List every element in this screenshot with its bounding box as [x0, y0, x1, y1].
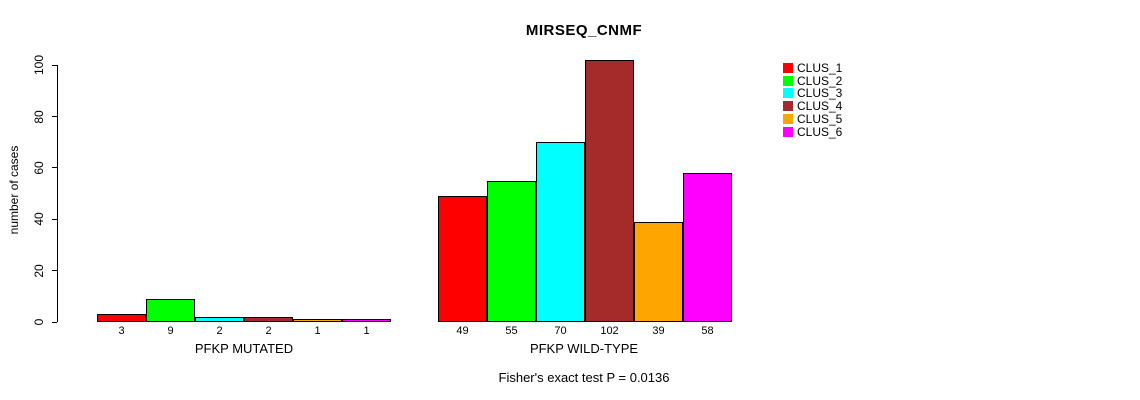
legend-swatch-clus_1 — [783, 63, 793, 73]
y-axis-label: number of cases — [7, 145, 21, 235]
y-axis-tick — [52, 116, 57, 118]
y-axis-line — [57, 65, 58, 322]
y-axis-tick-label: 20 — [32, 263, 46, 278]
bar-clus_3-pfkp-wild-type — [536, 142, 585, 322]
y-axis-tick-label: 40 — [32, 212, 46, 226]
y-axis-tick — [52, 64, 57, 66]
bar-clus_2-pfkp-mutated — [146, 299, 195, 322]
bar-clus_1-pfkp-mutated — [97, 314, 146, 322]
legend-label-clus_1: CLUS_1 — [797, 61, 843, 75]
bar-clus_5-pfkp-mutated — [293, 319, 342, 322]
bar-clus_3-pfkp-mutated — [195, 317, 244, 322]
bar-value-label: 55 — [505, 325, 518, 337]
legend-label-clus_6: CLUS_6 — [797, 124, 843, 139]
bar-clus_4-pfkp-mutated — [244, 317, 293, 322]
y-axis-tick-label: 60 — [32, 161, 46, 175]
bar-value-label: 2 — [216, 325, 223, 337]
bar-clus_5-pfkp-wild-type — [634, 222, 683, 322]
y-axis-tick-label: 0 — [32, 318, 46, 326]
legend-swatch-clus_4 — [783, 101, 793, 112]
bar-clus_2-pfkp-wild-type — [487, 181, 536, 322]
y-axis-tick — [52, 321, 57, 323]
legend-swatch-clus_5 — [783, 113, 793, 124]
legend-swatch-clus_3 — [783, 88, 793, 99]
x-group-label-wildtype: PFKP WILD-TYPE — [529, 341, 639, 356]
y-axis-tick — [52, 218, 57, 220]
legend-swatch-clus_2 — [783, 75, 793, 86]
bar-value-label: 102 — [600, 325, 619, 337]
bar-value-label: 70 — [554, 325, 567, 337]
legend-label-clus_4: CLUS_4 — [797, 99, 843, 114]
bar-clus_6-pfkp-wild-type — [683, 173, 732, 322]
bar-value-label: 49 — [456, 325, 469, 337]
bar-clus_4-pfkp-wild-type — [585, 60, 634, 322]
y-axis-tick — [52, 270, 57, 272]
bar-value-label: 2 — [265, 325, 272, 337]
bar-value-label: 1 — [363, 325, 370, 337]
legend-label-clus_3: CLUS_3 — [797, 86, 843, 101]
legend-label-clus_2: CLUS_2 — [797, 73, 843, 88]
bar-value-label: 9 — [167, 325, 174, 337]
bar-value-label: 3 — [118, 325, 125, 337]
fisher-test-annotation: Fisher's exact test P = 0.0136 — [498, 370, 670, 385]
bar-value-label: 58 — [701, 325, 714, 337]
x-group-label-mutated: PFKP MUTATED — [194, 341, 294, 356]
bar-value-label: 39 — [652, 325, 665, 337]
bar-value-label: 1 — [314, 325, 321, 337]
y-axis-tick-label: 100 — [32, 55, 46, 76]
bar-clus_6-pfkp-mutated — [342, 319, 391, 322]
legend-label-clus_5: CLUS_5 — [797, 111, 843, 126]
legend-swatch-clus_6 — [783, 126, 793, 137]
y-axis-tick-label: 80 — [32, 109, 46, 124]
chart-title: MIRSEQ_CNMF — [525, 22, 643, 39]
y-axis-tick — [52, 167, 57, 169]
bar-clus_1-pfkp-wild-type — [438, 196, 487, 322]
